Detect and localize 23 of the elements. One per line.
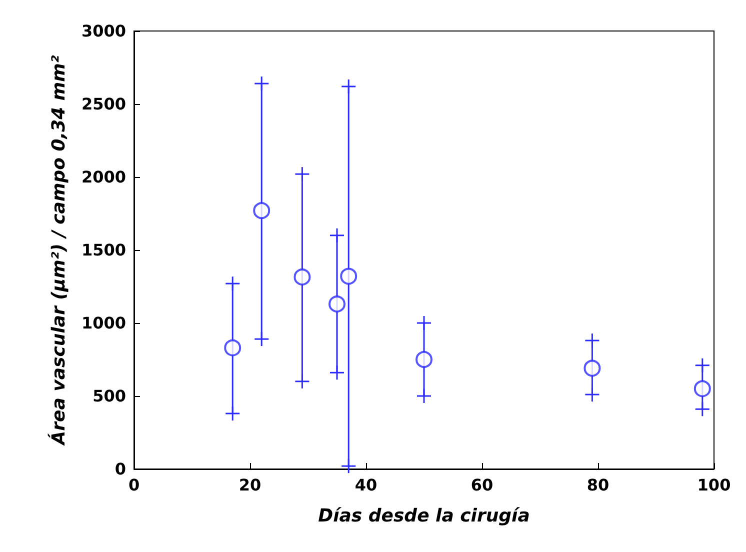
y-tick-label: 1500: [81, 240, 126, 260]
point: [584, 360, 601, 377]
x-tick-label: 0: [128, 476, 140, 494]
y-axis-title: Área vascular (µm²) / campo 0,34 mm²: [48, 55, 70, 447]
point: [694, 380, 711, 398]
y-tick-label: 0: [114, 460, 126, 478]
x-tick-label: 80: [586, 476, 610, 494]
y-tick-label: 500: [92, 386, 126, 406]
point: [294, 268, 311, 286]
x-tick-label: 40: [354, 476, 378, 494]
y-tick-label: 2500: [81, 94, 126, 114]
point: [340, 268, 358, 285]
point: [416, 351, 432, 368]
point: [328, 296, 346, 313]
x-tick-label: 20: [238, 476, 262, 494]
x-tick-label: 60: [470, 476, 494, 494]
point: [253, 202, 270, 220]
y-tick-label: 3000: [81, 22, 126, 40]
y-tick-label: 1000: [81, 314, 126, 332]
point: [224, 339, 242, 356]
y-tick-label: 2000: [81, 168, 126, 186]
x-tick-label: 100: [697, 476, 731, 494]
x-axis-title: Días desde la cirugía: [318, 506, 530, 526]
